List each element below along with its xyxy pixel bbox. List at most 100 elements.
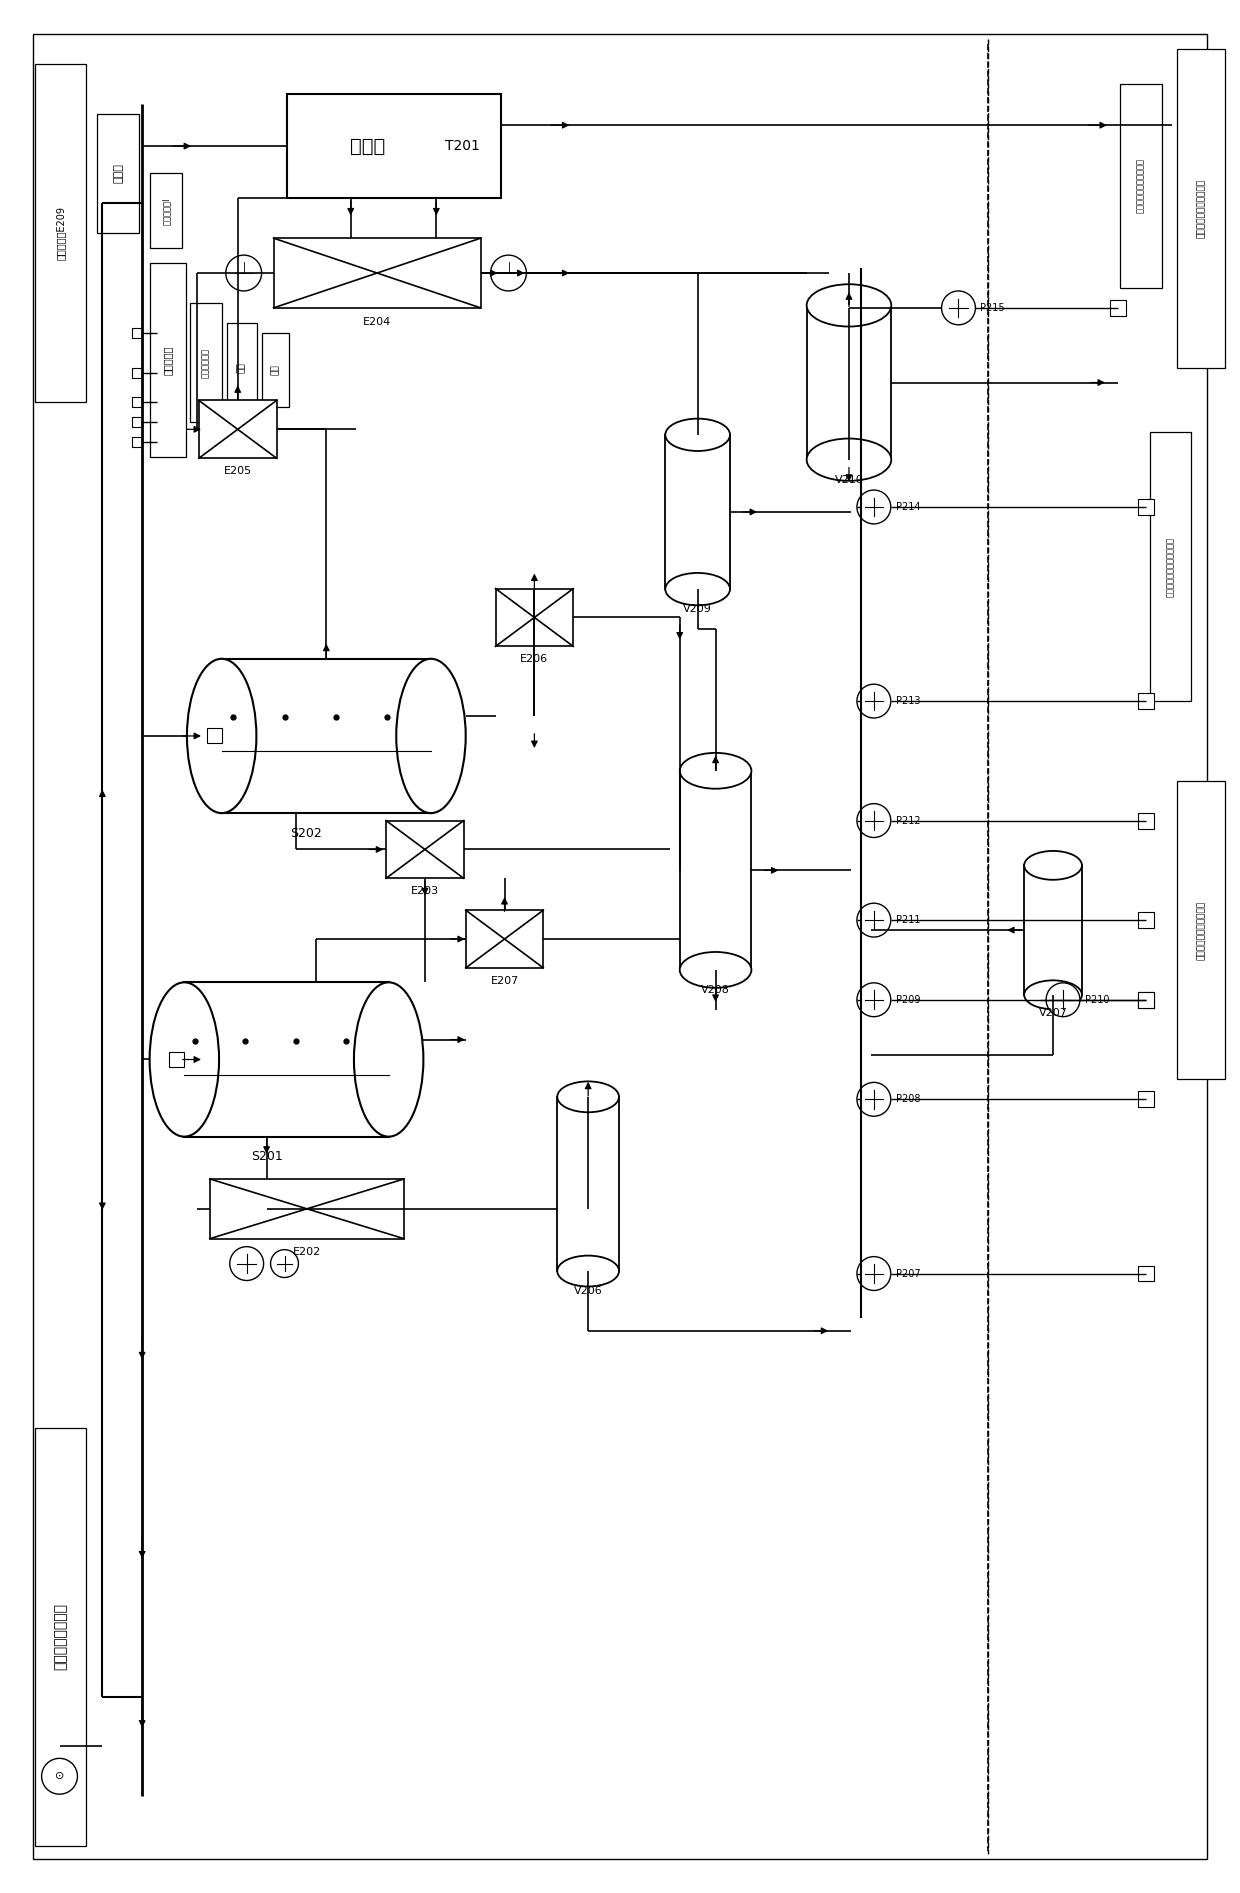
Text: P214: P214 — [895, 502, 920, 511]
Text: P213: P213 — [895, 697, 920, 706]
Text: 冷凝去洗涤控温系统前段: 冷凝去洗涤控温系统前段 — [1136, 159, 1146, 214]
Bar — [35, 64, 87, 403]
Bar — [1137, 992, 1153, 1007]
Text: 稀释稀释水I: 稀释稀释水I — [161, 197, 171, 225]
Bar — [680, 770, 751, 969]
Text: V207: V207 — [1039, 1007, 1068, 1018]
Text: E207: E207 — [490, 977, 518, 986]
Bar — [227, 324, 257, 413]
Ellipse shape — [666, 418, 730, 451]
Circle shape — [857, 805, 890, 837]
Circle shape — [857, 1083, 890, 1117]
Bar — [1137, 1266, 1153, 1282]
Bar — [1137, 500, 1153, 515]
Bar — [557, 1096, 619, 1270]
Text: P211: P211 — [895, 914, 920, 926]
Bar — [1120, 83, 1162, 288]
Ellipse shape — [807, 284, 892, 326]
Text: 稀释稀释盐酸: 稀释稀释盐酸 — [201, 348, 211, 377]
Text: 废硫酸进料: 废硫酸进料 — [162, 345, 174, 375]
Bar — [466, 911, 543, 967]
Bar — [207, 729, 222, 744]
Bar — [198, 401, 277, 458]
Bar — [1178, 780, 1225, 1079]
Text: P215: P215 — [981, 303, 1004, 312]
Text: V210: V210 — [835, 475, 863, 485]
Circle shape — [270, 1249, 299, 1278]
Bar — [150, 263, 186, 458]
Bar — [496, 589, 573, 646]
Text: 蒸发去洗涤控温系统前段: 蒸发去洗涤控温系统前段 — [1197, 901, 1205, 960]
Bar — [274, 239, 481, 309]
Bar — [133, 416, 143, 428]
Bar — [1137, 693, 1153, 710]
Ellipse shape — [1024, 852, 1083, 880]
Ellipse shape — [557, 1081, 619, 1113]
Bar — [1137, 992, 1153, 1007]
Circle shape — [857, 683, 890, 717]
Text: E205: E205 — [223, 466, 252, 477]
Text: V206: V206 — [574, 1285, 603, 1297]
Text: 热水循环泵E209: 热水循环泵E209 — [56, 206, 66, 259]
Text: P208: P208 — [895, 1094, 920, 1104]
Text: E204: E204 — [363, 316, 391, 327]
Bar — [386, 820, 464, 878]
Text: 蒸发: 蒸发 — [272, 365, 280, 375]
Text: T201: T201 — [445, 138, 480, 153]
Ellipse shape — [150, 982, 219, 1136]
Text: S201: S201 — [250, 1151, 283, 1162]
Ellipse shape — [353, 982, 423, 1136]
Circle shape — [491, 256, 527, 292]
Bar — [1110, 299, 1126, 316]
Text: 脱气: 脱气 — [237, 362, 247, 373]
Bar — [1149, 432, 1192, 700]
Bar — [190, 303, 222, 422]
Bar — [1137, 812, 1153, 829]
Ellipse shape — [680, 952, 751, 988]
Text: P209: P209 — [895, 994, 920, 1005]
Text: P212: P212 — [895, 816, 920, 825]
Circle shape — [226, 256, 262, 292]
Ellipse shape — [557, 1255, 619, 1287]
Text: S202: S202 — [290, 827, 322, 839]
Bar — [807, 305, 892, 460]
Bar — [133, 327, 143, 337]
Bar — [150, 174, 182, 248]
Text: 蒸发去洗涤控温系统前段: 蒸发去洗涤控温系统前段 — [1197, 178, 1205, 239]
Text: 工艺水: 工艺水 — [113, 163, 123, 184]
Bar — [286, 95, 501, 199]
Ellipse shape — [187, 659, 257, 814]
Ellipse shape — [807, 439, 892, 481]
Circle shape — [229, 1247, 264, 1280]
Text: V209: V209 — [683, 604, 712, 613]
Bar — [185, 982, 388, 1136]
Circle shape — [857, 982, 890, 1017]
Circle shape — [1047, 982, 1080, 1017]
Text: P210: P210 — [1085, 994, 1110, 1005]
Bar — [133, 398, 143, 407]
Text: E203: E203 — [410, 886, 439, 895]
Bar — [1178, 49, 1225, 367]
Ellipse shape — [1024, 981, 1083, 1009]
Circle shape — [941, 292, 976, 326]
Text: 来自前端控温系统的离心液: 来自前端控温系统的离心液 — [1166, 538, 1176, 596]
Text: E206: E206 — [521, 655, 548, 664]
Text: E202: E202 — [293, 1247, 321, 1257]
Bar — [222, 659, 432, 814]
Text: V208: V208 — [701, 984, 730, 996]
Bar — [133, 437, 143, 447]
Ellipse shape — [680, 753, 751, 789]
Text: 负压罐: 负压罐 — [350, 136, 386, 155]
Text: 来自外界的生蒸汽: 来自外界的生蒸汽 — [53, 1603, 67, 1670]
Circle shape — [857, 490, 890, 524]
Bar — [98, 114, 139, 233]
Bar — [1024, 865, 1083, 996]
Bar — [1137, 1092, 1153, 1107]
Circle shape — [857, 1257, 890, 1291]
Circle shape — [42, 1759, 77, 1795]
Text: ⊙: ⊙ — [55, 1772, 64, 1781]
Circle shape — [857, 903, 890, 937]
Bar — [133, 367, 143, 377]
Bar — [1137, 912, 1153, 928]
Bar — [666, 435, 730, 589]
